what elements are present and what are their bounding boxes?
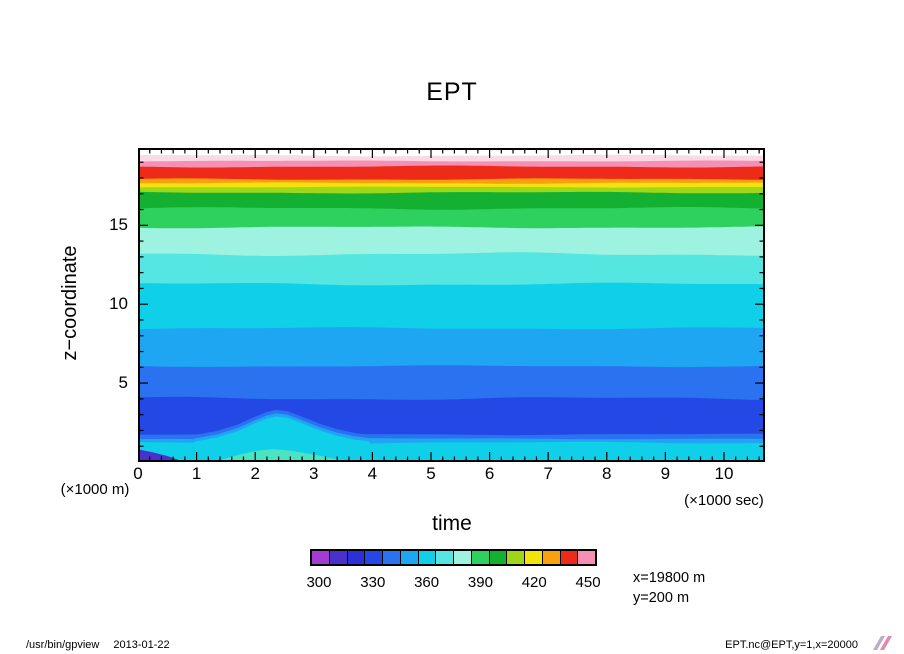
colorbar-tick-label: 420 xyxy=(521,574,547,591)
x-tick-label: 7 xyxy=(543,464,553,483)
colorbar-tick-labels: 300 330 360 390 420 450 xyxy=(306,574,600,592)
annotation-y-slice: y=200 m xyxy=(633,590,690,606)
colorbar-cell xyxy=(470,551,489,564)
x-tick-label: 2 xyxy=(250,464,260,483)
colorbar-cell xyxy=(328,551,347,564)
y-axis-label: z−coordinate xyxy=(59,245,81,361)
x-tick-label: 8 xyxy=(602,464,612,483)
colorbar-cell xyxy=(524,551,542,564)
colorbar-cell xyxy=(488,551,507,564)
footer-date: 2013-01-22 xyxy=(113,639,170,651)
colorbar-cell xyxy=(364,551,382,564)
colorbar-cell xyxy=(577,551,595,564)
colorbar-cell xyxy=(382,551,400,564)
y-axis-tick-labels: 5 10 15 xyxy=(96,148,128,462)
y-tick-label: 10 xyxy=(109,294,128,314)
colorbar-tick-label: 360 xyxy=(414,574,440,591)
colorbar-tick-label: 450 xyxy=(575,574,601,591)
colorbar-tick-label: 390 xyxy=(467,574,493,591)
y-tick-label: 15 xyxy=(109,215,128,235)
x-tick-label: 0 xyxy=(133,464,143,483)
colorbar-cell xyxy=(399,551,418,564)
footer-command-line: /usr/bin/gpview 2013-01-22 xyxy=(26,639,184,651)
x-tick-label: 4 xyxy=(367,464,378,483)
x-tick-label: 6 xyxy=(484,464,495,483)
colorbar-cell xyxy=(417,551,436,564)
dennou-slash-1 xyxy=(873,636,885,650)
x-axis-label: time xyxy=(432,512,472,535)
dennou-logo xyxy=(873,636,892,650)
footer-dataset: EPT.nc@EPT,y=1,x=20000 xyxy=(725,639,858,651)
colorbar-cell xyxy=(453,551,471,564)
annotation-x-slice: x=19800 m xyxy=(633,570,706,586)
x-tick-label: 5 xyxy=(426,464,436,483)
y-unit-label: (×1000 m) xyxy=(60,481,130,498)
colorbar-cell xyxy=(346,551,365,564)
x-tick-label: 3 xyxy=(309,464,319,483)
colorbar-cell xyxy=(506,551,524,564)
footer-program: /usr/bin/gpview xyxy=(26,639,100,651)
colorbar-cell xyxy=(312,551,329,564)
colorbar-cell xyxy=(435,551,453,564)
y-tick-label: 5 xyxy=(118,373,128,393)
x-tick-label: 10 xyxy=(714,464,734,483)
dennou-slash-2 xyxy=(880,636,892,650)
colorbar-tick-label: 300 xyxy=(306,574,332,591)
colorbar xyxy=(310,549,597,566)
x-unit-label: (×1000 sec) xyxy=(684,492,764,509)
x-axis-tick-labels: 0 1 2 3 4 5 6 7 8 9 10 xyxy=(133,464,765,486)
contour-plot xyxy=(138,148,765,462)
colorbar-tick-label: 330 xyxy=(360,574,386,591)
colorbar-cell xyxy=(559,551,578,564)
colorbar-cell xyxy=(541,551,560,564)
x-tick-label: 9 xyxy=(660,464,671,483)
plot-title: EPT xyxy=(426,78,478,106)
x-tick-label: 1 xyxy=(191,464,202,483)
